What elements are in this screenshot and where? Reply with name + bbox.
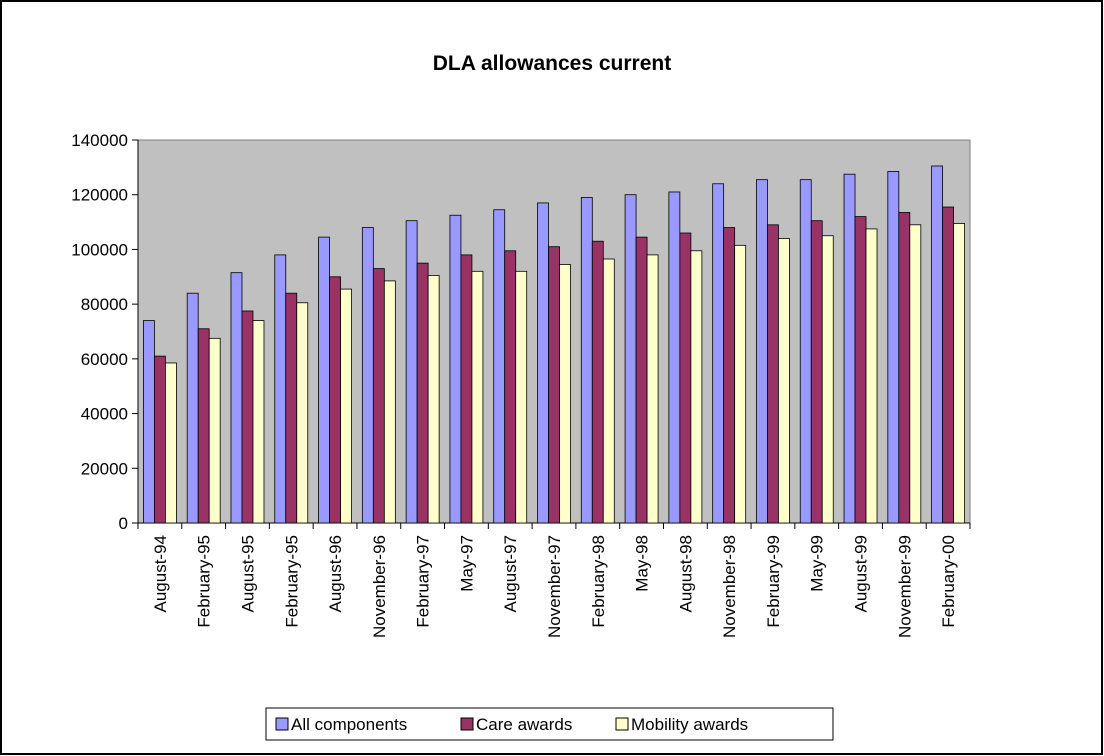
bar [635,236,648,524]
bar [854,216,867,524]
bar [690,250,703,524]
bar [383,280,396,524]
bar [164,362,177,524]
bar [767,224,779,524]
bar [515,270,528,524]
bar [241,310,254,524]
legend [265,707,834,741]
bar [460,254,473,524]
bar [591,240,604,524]
bar [898,212,911,524]
bar [318,236,330,524]
bar [471,270,484,524]
bar [252,320,265,524]
bar [602,258,615,524]
bar [580,197,593,524]
y-tick-label: 40000 [81,405,128,424]
x-tick-label: August-97 [501,535,520,613]
bar [821,235,834,524]
y-tick-label: 20000 [81,459,128,478]
bar [931,165,944,524]
x-tick-label: August-99 [852,535,871,613]
y-tick-label: 80000 [81,295,128,314]
bar [197,328,210,524]
bar [361,227,374,524]
bar [723,227,736,524]
bar [449,214,462,524]
chart-title: DLA allowances current [433,52,671,75]
bar [296,302,309,524]
x-tick-label: February-98 [589,535,608,628]
bar [230,272,243,524]
legend-swatch [615,717,629,731]
x-tick-label: February-99 [764,535,783,628]
bar [548,246,560,524]
y-tick-label: 140000 [71,131,128,150]
x-tick-label: August-96 [326,535,345,613]
x-tick-label: November-98 [720,535,739,638]
legend-label: Mobility awards [631,715,748,734]
bar [340,288,352,524]
bar [372,268,385,524]
y-tick-label: 120000 [71,186,128,205]
legend-label: Care awards [476,715,572,734]
bar [416,262,429,524]
bar [405,220,418,524]
legend-swatch [460,717,474,731]
bar [778,238,790,524]
x-tick-label: August-95 [238,535,257,613]
legend-swatch [275,717,289,731]
bar [427,275,440,524]
bar [810,220,823,524]
bar [142,320,155,524]
x-tick-label: February-00 [939,535,958,628]
x-tick-label: February-97 [414,535,433,628]
bar [679,232,692,524]
bar [887,171,900,524]
x-tick-label: May-98 [633,535,652,592]
bar [208,337,221,524]
bar [756,179,768,524]
bar [953,223,966,524]
x-tick-label: November-96 [370,535,389,638]
x-tick-label: May-99 [808,535,827,592]
bar [646,254,659,524]
bar [559,264,571,524]
bar [843,173,856,524]
x-tick-label: November-99 [895,535,914,638]
bar [153,355,166,524]
bar [274,254,287,524]
bar [909,224,922,524]
bar [493,209,506,524]
bar [734,244,747,524]
x-tick-label: February-95 [282,535,301,628]
legend-label: All components [291,715,407,734]
bar [504,250,517,524]
bar [537,202,549,524]
y-tick-label: 100000 [71,240,128,259]
x-tick-label: May-97 [457,535,476,592]
bar [285,292,298,524]
bar [624,194,637,524]
y-tick-label: 60000 [81,350,128,369]
bar [712,183,725,524]
y-tick-label: 0 [119,514,128,533]
bar [942,206,955,524]
bar [186,292,199,524]
bar [329,276,341,524]
bar [799,179,812,524]
x-tick-label: November-97 [545,535,564,638]
x-tick-label: August-94 [151,535,170,613]
x-tick-label: February-95 [195,535,214,628]
bar [865,228,878,524]
bar [668,191,681,524]
x-tick-label: August-98 [676,535,695,613]
